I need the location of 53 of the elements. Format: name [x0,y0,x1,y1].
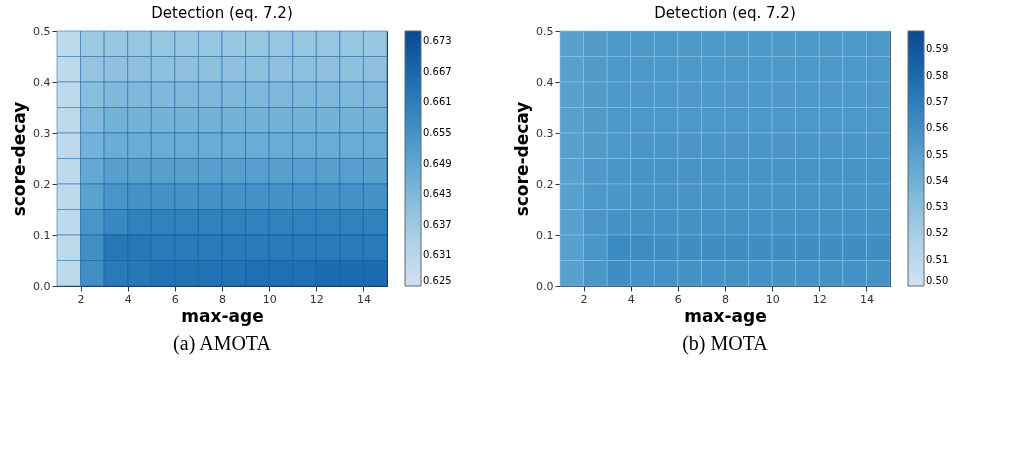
x-tick-label: 12 [812,292,827,306]
x-tick-label: 6 [171,292,179,306]
color-bar-label: 0.57 [926,95,949,107]
y-tick-label: 0.2 [536,177,554,191]
color-bar-label: 0.53 [926,201,949,213]
color-bar-label: 0.50 [926,275,949,286]
x-axis-title: max-age [181,305,264,326]
y-tick-label: 0.0 [536,279,554,293]
color-bar-label: 0.59 [926,43,949,55]
chart-title: Detection (eq. 7.2) [151,4,293,22]
color-bar-label: 0.667 [423,65,452,77]
color-bar-label: 0.631 [423,249,452,261]
x-tick-label: 6 [674,292,682,306]
y-tick-label: 0.5 [33,24,51,38]
x-tick-label: 10 [262,292,277,306]
y-tick-label: 0.2 [33,177,51,191]
color-bar-label: 0.58 [926,69,949,81]
x-tick-label: 14 [859,292,874,306]
y-tick-label: 0.3 [33,126,51,140]
x-tick-label: 8 [219,292,226,306]
color-bar-label: 0.54 [926,174,949,186]
color-bar-label: 0.655 [423,127,452,138]
x-tick-label: 12 [309,292,324,306]
color-bar-label: 0.625 [423,275,452,286]
text: (b) MOTA [682,332,769,355]
x-tick-label: 14 [356,292,371,306]
color-bar-label: 0.643 [423,188,452,200]
y-tick-label: 0.0 [33,279,51,293]
x-tick-label: 2 [580,292,588,306]
x-tick-label: 2 [77,292,85,306]
y-tick-label: 0.1 [33,228,51,242]
y-tick-label: 0.3 [536,126,554,140]
color-bar-label: 0.52 [926,227,949,239]
color-bar-label: 0.649 [423,157,452,169]
color-bar-label: 0.56 [926,122,949,134]
y-tick-label: 0.1 [536,228,554,242]
color-bar-label: 0.673 [423,35,452,47]
color-bar-label: 0.661 [423,96,452,108]
text: (a) AMOTA [173,332,272,355]
y-tick-label: 0.5 [536,24,554,38]
chart-title: Detection (eq. 7.2) [654,4,796,22]
y-tick-label: 0.4 [33,75,51,89]
x-tick-label: 10 [765,292,780,306]
x-tick-label: 4 [124,292,132,306]
y-axis-title: score-decay [9,101,30,217]
x-axis-title: max-age [684,305,767,326]
x-tick-label: 4 [627,292,635,306]
color-bar-label: 0.51 [926,253,949,265]
y-axis-title: score-decay [512,101,533,217]
x-tick-label: 8 [722,292,729,306]
color-bar-label: 0.637 [423,218,452,230]
y-tick-label: 0.4 [536,75,554,89]
color-bar-label: 0.55 [926,148,949,160]
